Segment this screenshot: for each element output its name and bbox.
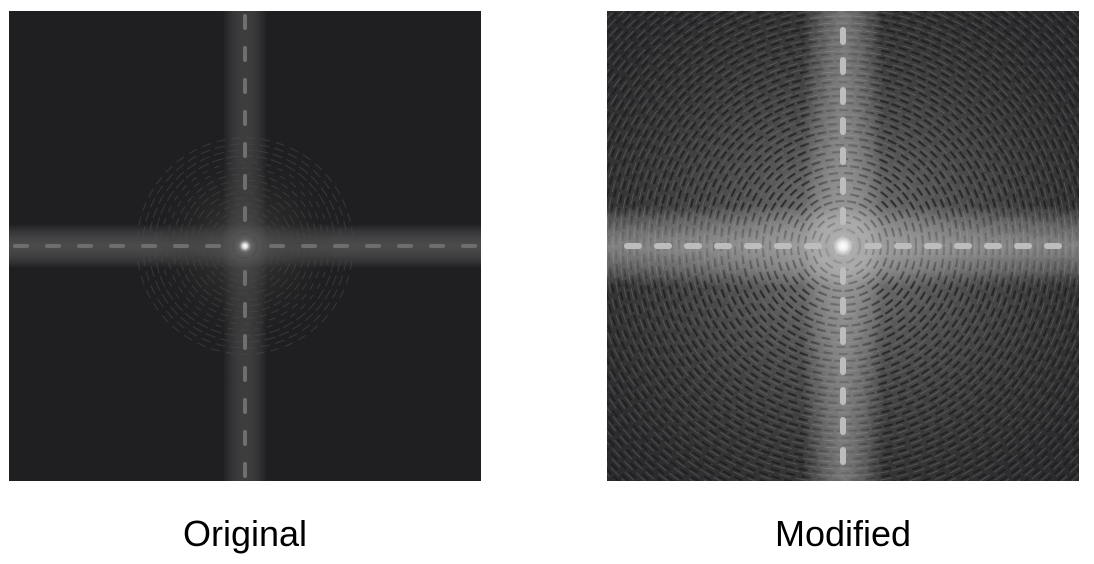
original-spectrum-image bbox=[9, 11, 481, 481]
modified-caption: Modified bbox=[774, 513, 912, 554]
modified-spectrum-image bbox=[607, 11, 1079, 481]
original-caption: Original bbox=[182, 513, 308, 554]
